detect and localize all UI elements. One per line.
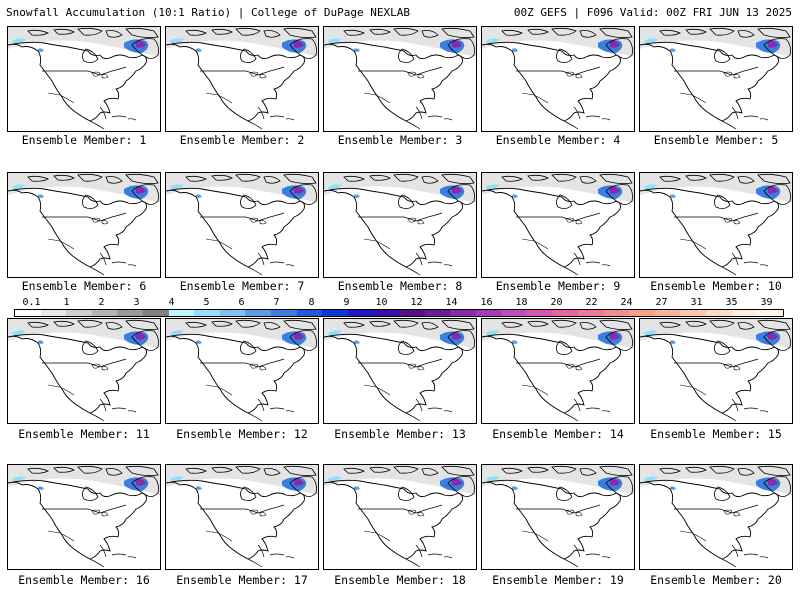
ensemble-member-label: Ensemble Member: 15 bbox=[650, 427, 782, 441]
colorbar-swatch bbox=[142, 310, 169, 316]
ensemble-member-label: Ensemble Member: 17 bbox=[176, 573, 308, 587]
colorbar-tick-label: 24 bbox=[620, 297, 633, 308]
colorbar-swatch bbox=[603, 310, 630, 316]
ensemble-map-panel bbox=[323, 318, 477, 424]
colorbar-tick-label: 10 bbox=[375, 297, 388, 308]
ensemble-member-label: Ensemble Member: 12 bbox=[176, 427, 308, 441]
colorbar-tick-label: 6 bbox=[238, 297, 245, 308]
colorbar-swatch bbox=[398, 310, 425, 316]
ensemble-map-panel bbox=[323, 26, 477, 132]
colorbar-swatch bbox=[526, 310, 553, 316]
colorbar-tick-label: 3 bbox=[133, 297, 140, 308]
ensemble-member-label: Ensemble Member: 13 bbox=[334, 427, 466, 441]
colorbar-swatch bbox=[322, 310, 348, 316]
map-title: Snowfall Accumulation (10:1 Ratio) | Col… bbox=[6, 6, 410, 19]
colorbar-swatch bbox=[40, 310, 67, 316]
ensemble-member-label: Ensemble Member: 20 bbox=[650, 573, 782, 587]
colorbar-tick-label: 39 bbox=[760, 297, 773, 308]
colorbar-tick-label: 9 bbox=[343, 297, 350, 308]
colorbar-swatch bbox=[731, 310, 758, 316]
snowfall-colorbar bbox=[14, 309, 784, 317]
colorbar-tick-label: 16 bbox=[480, 297, 493, 308]
colorbar-swatch bbox=[552, 310, 579, 316]
ensemble-map-panel bbox=[481, 172, 635, 278]
ensemble-map-panel bbox=[639, 172, 793, 278]
colorbar-swatch bbox=[270, 310, 297, 316]
ensemble-member-label: Ensemble Member: 6 bbox=[21, 279, 147, 293]
ensemble-map-panel bbox=[7, 318, 161, 424]
colorbar-swatch bbox=[245, 310, 271, 316]
colorbar-tick-label: 4 bbox=[168, 297, 175, 308]
ensemble-member-label: Ensemble Member: 19 bbox=[492, 573, 624, 587]
ensemble-member-label: Ensemble Member: 4 bbox=[495, 133, 621, 147]
ensemble-map-panel bbox=[639, 464, 793, 570]
colorbar-tick-label: 1 bbox=[63, 297, 70, 308]
colorbar-swatch bbox=[91, 310, 118, 316]
ensemble-member-label: Ensemble Member: 16 bbox=[18, 573, 150, 587]
ensemble-member-label: Ensemble Member: 8 bbox=[337, 279, 463, 293]
colorbar-swatch bbox=[219, 310, 246, 316]
colorbar-tick-label: 20 bbox=[550, 297, 563, 308]
colorbar-swatch bbox=[168, 310, 195, 316]
colorbar-swatch bbox=[680, 310, 707, 316]
colorbar-swatch bbox=[706, 310, 732, 316]
ensemble-member-label: Ensemble Member: 1 bbox=[21, 133, 147, 147]
colorbar-swatch bbox=[654, 310, 681, 316]
ensemble-map-panel bbox=[165, 172, 319, 278]
colorbar-tick-label: 14 bbox=[445, 297, 458, 308]
colorbar-swatch bbox=[501, 310, 527, 316]
colorbar-swatch bbox=[373, 310, 399, 316]
ensemble-map-panel bbox=[165, 318, 319, 424]
colorbar-tick-label: 27 bbox=[655, 297, 668, 308]
colorbar-tick-label: 5 bbox=[203, 297, 210, 308]
colorbar-tick-label: 22 bbox=[585, 297, 598, 308]
colorbar-tick-label: 35 bbox=[725, 297, 738, 308]
ensemble-map-panel bbox=[481, 26, 635, 132]
ensemble-member-label: Ensemble Member: 18 bbox=[334, 573, 466, 587]
ensemble-map-panel bbox=[639, 318, 793, 424]
colorbar-swatch bbox=[578, 310, 604, 316]
ensemble-map-panel bbox=[323, 464, 477, 570]
ensemble-map-panel bbox=[7, 464, 161, 570]
colorbar-labels: 0.1 1 2 3 4 5 6 7 8 9 10 12 14 16 18 20 22 24 27 31 35 39 bbox=[14, 297, 784, 309]
ensemble-map-panel bbox=[639, 26, 793, 132]
ensemble-member-label: Ensemble Member: 14 bbox=[492, 427, 624, 441]
colorbar-tick-label: 12 bbox=[410, 297, 423, 308]
ensemble-map-panel bbox=[481, 464, 635, 570]
colorbar-swatch bbox=[450, 310, 476, 316]
colorbar-swatch bbox=[194, 310, 220, 316]
colorbar-swatch bbox=[475, 310, 502, 316]
ensemble-member-label: Ensemble Member: 5 bbox=[653, 133, 779, 147]
ensemble-map-panel bbox=[7, 26, 161, 132]
colorbar-tick-label: 18 bbox=[515, 297, 528, 308]
ensemble-member-label: Ensemble Member: 11 bbox=[18, 427, 150, 441]
ensemble-member-label: Ensemble Member: 9 bbox=[495, 279, 621, 293]
colorbar-swatch bbox=[757, 310, 783, 316]
colorbar-tick-label: 8 bbox=[308, 297, 315, 308]
colorbar-tick-label: 31 bbox=[690, 297, 703, 308]
colorbar-swatch bbox=[424, 310, 451, 316]
colorbar-tick-label: 7 bbox=[273, 297, 280, 308]
colorbar-swatch bbox=[15, 310, 41, 316]
colorbar-swatch bbox=[66, 310, 92, 316]
ensemble-member-label: Ensemble Member: 7 bbox=[179, 279, 305, 293]
ensemble-member-label: Ensemble Member: 3 bbox=[337, 133, 463, 147]
colorbar-swatch bbox=[347, 310, 374, 316]
run-valid-time: 00Z GEFS | F096 Valid: 00Z FRI JUN 13 20… bbox=[513, 6, 792, 19]
colorbar-swatch bbox=[117, 310, 143, 316]
ensemble-member-label: Ensemble Member: 10 bbox=[650, 279, 782, 293]
colorbar-tick-label: 0.1 bbox=[22, 297, 41, 308]
colorbar-tick-label: 2 bbox=[98, 297, 105, 308]
ensemble-map-panel bbox=[481, 318, 635, 424]
ensemble-map-panel bbox=[7, 172, 161, 278]
ensemble-map-panel bbox=[323, 172, 477, 278]
colorbar-swatch bbox=[629, 310, 655, 316]
ensemble-member-label: Ensemble Member: 2 bbox=[179, 133, 305, 147]
ensemble-map-panel bbox=[165, 464, 319, 570]
ensemble-map-panel bbox=[165, 26, 319, 132]
colorbar-swatch bbox=[296, 310, 323, 316]
